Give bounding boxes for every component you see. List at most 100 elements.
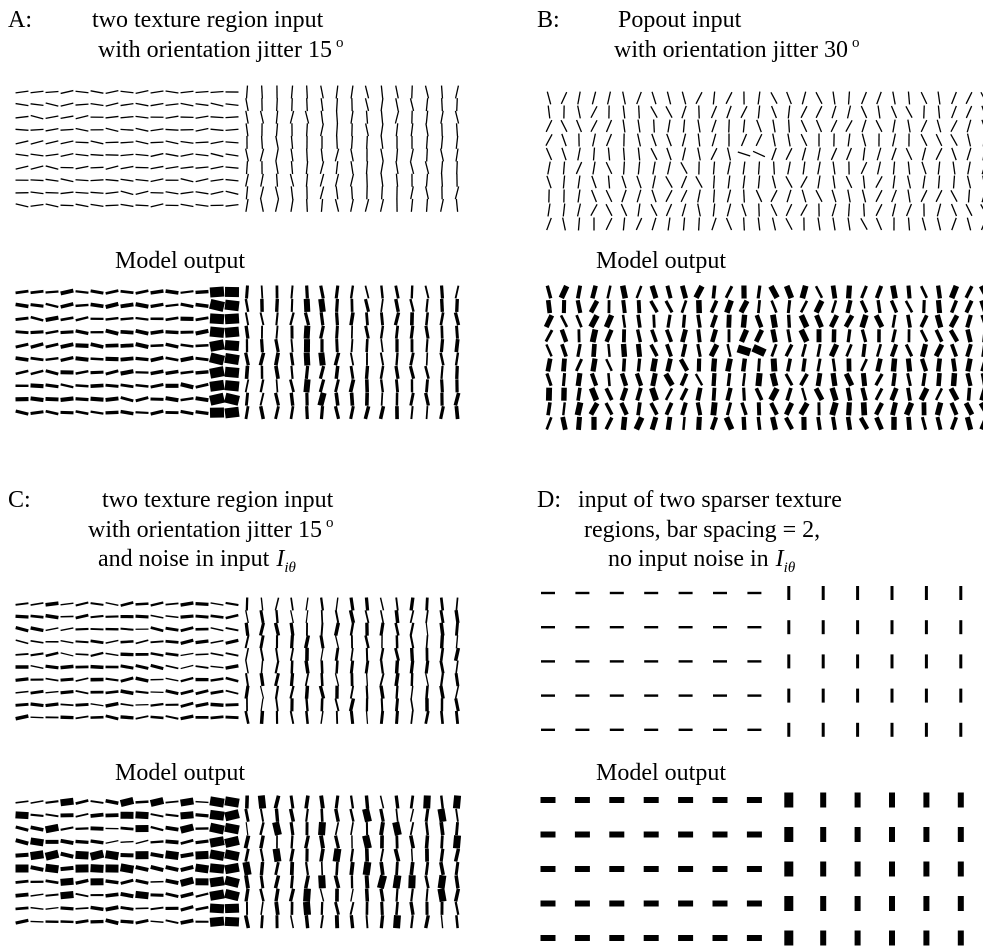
output-bar	[768, 284, 780, 300]
output-bar	[349, 915, 355, 929]
texture-bar	[547, 105, 551, 119]
texture-bar	[245, 173, 249, 187]
output-bar	[395, 808, 399, 822]
texture-bar	[165, 626, 179, 632]
output-bar	[814, 314, 824, 329]
output-bar	[379, 325, 385, 339]
output-bar	[380, 392, 384, 406]
texture-bar	[758, 203, 760, 217]
output-bar	[242, 861, 252, 876]
texture-bar	[747, 728, 762, 731]
texture-bar	[349, 685, 355, 699]
output-bar	[290, 339, 294, 353]
texture-bar	[165, 615, 179, 619]
output-bar	[545, 416, 553, 430]
texture-bar	[425, 135, 429, 149]
texture-bar	[276, 98, 278, 112]
panel-d-output-label: Model output	[596, 760, 726, 786]
output-bar	[950, 343, 958, 358]
texture-bar	[259, 609, 265, 624]
output-bar	[543, 314, 555, 329]
output-bar	[770, 343, 778, 357]
output-bar	[424, 392, 430, 406]
texture-bar	[135, 153, 149, 157]
texture-bar	[861, 189, 867, 203]
texture-bar	[105, 141, 119, 144]
output-bar	[303, 339, 311, 353]
output-bar	[921, 372, 927, 387]
output-bar	[604, 416, 614, 431]
panel-c-model-output	[15, 795, 462, 929]
output-bar	[105, 879, 119, 885]
output-bar	[60, 396, 74, 403]
texture-bar	[90, 116, 104, 118]
texture-bar	[75, 90, 89, 94]
texture-bar	[365, 123, 369, 137]
output-bar	[919, 314, 929, 328]
texture-bar	[245, 161, 249, 175]
texture-bar	[350, 135, 354, 149]
texture-bar	[180, 626, 194, 633]
output-bar	[120, 891, 134, 899]
texture-bar	[45, 165, 59, 170]
output-bar	[561, 372, 567, 387]
output-bar	[75, 827, 89, 830]
texture-bar	[365, 622, 369, 636]
texture-bar	[135, 178, 149, 182]
output-bar	[30, 906, 44, 910]
output-bar	[545, 343, 553, 357]
output-bar	[636, 358, 642, 372]
output-bar	[150, 369, 164, 376]
texture-bar	[590, 105, 598, 119]
output-bar	[978, 285, 983, 299]
texture-bar	[454, 609, 460, 624]
texture-bar	[180, 676, 194, 683]
output-bar	[574, 866, 590, 872]
texture-bar	[666, 91, 672, 105]
output-bar	[453, 312, 461, 326]
texture-bar	[334, 673, 340, 687]
texture-bar	[150, 614, 164, 619]
output-bar	[334, 285, 340, 299]
output-bar	[60, 865, 74, 872]
output-bar	[165, 878, 179, 885]
texture-bar	[15, 665, 29, 669]
output-bar	[335, 861, 339, 876]
output-bar	[290, 365, 294, 379]
texture-bar	[180, 203, 194, 208]
output-bar	[935, 285, 943, 299]
output-bar	[273, 875, 281, 889]
output-bar	[424, 835, 430, 849]
output-bar	[244, 808, 250, 822]
output-bar	[424, 914, 430, 929]
texture-bar	[45, 191, 59, 194]
texture-bar	[45, 664, 59, 670]
output-bar	[574, 831, 590, 838]
output-bar	[290, 285, 294, 299]
texture-bar	[920, 189, 928, 203]
texture-bar	[303, 635, 311, 649]
texture-bar	[195, 639, 209, 645]
texture-bar	[335, 685, 339, 699]
output-bar	[609, 797, 625, 803]
output-bar	[90, 330, 104, 334]
output-bar	[75, 799, 89, 805]
output-bar	[15, 409, 29, 416]
texture-bar	[225, 627, 239, 632]
texture-bar	[644, 660, 659, 663]
texture-bar	[878, 133, 880, 147]
output-bar	[275, 285, 279, 299]
panel-c-title-line1: two texture region input	[102, 487, 334, 513]
output-bar	[633, 416, 645, 431]
texture-bar	[622, 91, 626, 105]
texture-bar	[90, 191, 104, 194]
texture-bar	[90, 628, 104, 631]
texture-bar	[259, 710, 265, 725]
output-bar	[333, 835, 341, 849]
output-bar	[799, 300, 809, 314]
texture-bar	[425, 198, 429, 212]
output-bar	[165, 356, 179, 362]
output-bar	[319, 888, 325, 902]
output-bar	[923, 792, 930, 808]
texture-bar	[90, 651, 104, 658]
